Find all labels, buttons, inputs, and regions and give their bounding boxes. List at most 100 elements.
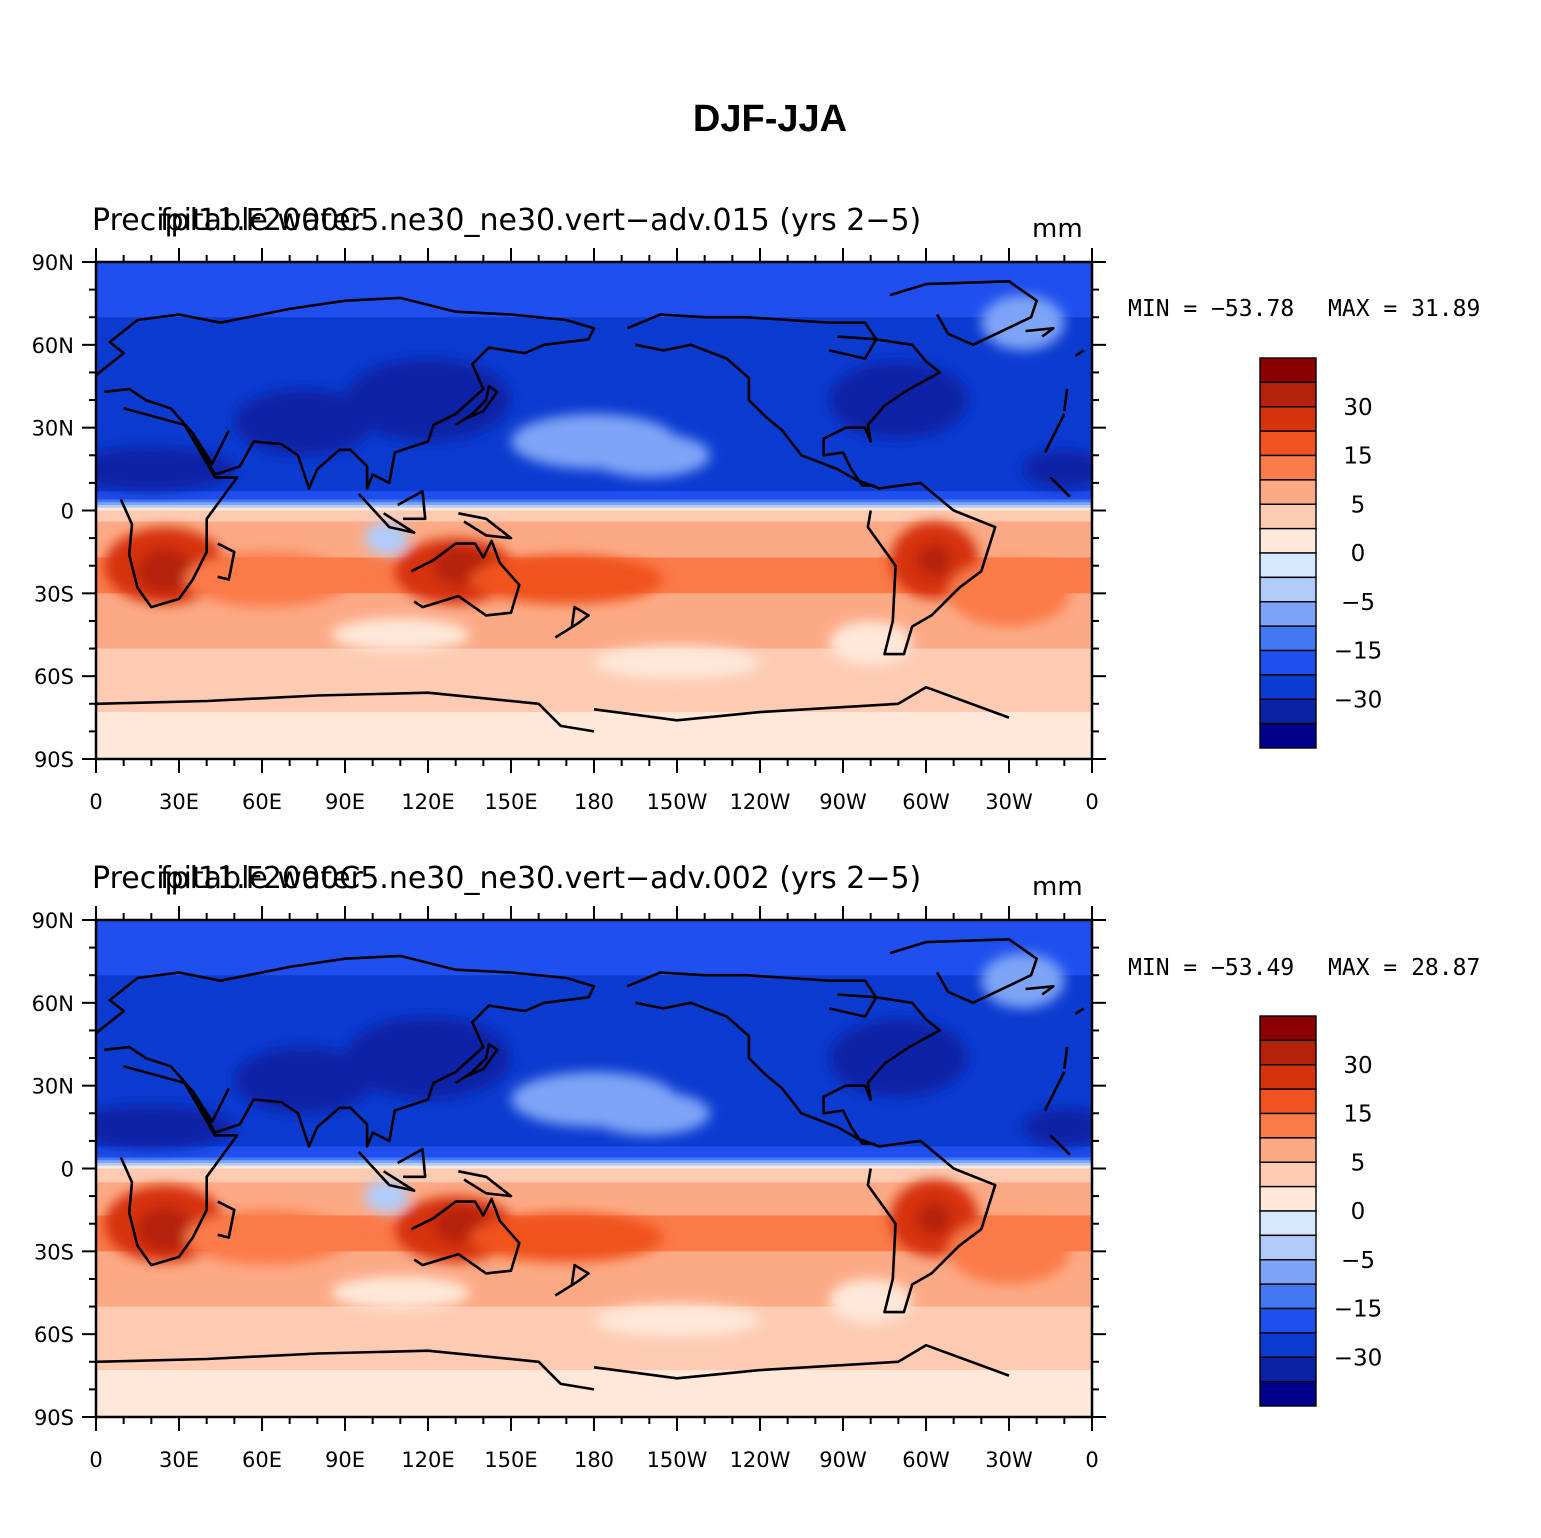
lon-tick-label: 180: [574, 790, 614, 814]
zonal-band: [96, 1013, 1092, 1018]
zonal-band: [96, 391, 1092, 396]
zonal-band: [96, 1149, 1092, 1153]
zonal-band: [96, 1267, 1092, 1272]
zonal-band: [96, 703, 1092, 708]
zonal-band: [96, 634, 1092, 639]
lon-tick-label: 30W: [985, 790, 1033, 814]
zonal-band: [96, 673, 1092, 677]
zonal-band: [96, 1383, 1092, 1388]
zonal-band: [96, 745, 1092, 749]
zonal-band: [96, 485, 1092, 490]
zonal-band: [96, 339, 1092, 343]
lon-tick-label: 0: [89, 790, 102, 814]
colorbar-swatch: [1259, 430, 1317, 457]
zonal-band: [96, 281, 1092, 285]
colorbar-label: −5: [1341, 590, 1375, 616]
lon-tick-label: 150W: [647, 1448, 708, 1472]
panel-2-coastlines: [96, 938, 1085, 1391]
lon-tick-label: 30E: [159, 1448, 199, 1472]
lon-tick-label: 120W: [730, 1448, 791, 1472]
anomaly-region: [364, 1179, 409, 1213]
lat-tick-label: 90S: [34, 748, 74, 772]
zonal-band: [96, 1303, 1092, 1308]
zonal-band: [96, 1265, 1092, 1269]
zonal-band: [96, 317, 1092, 321]
zonal-band: [96, 1295, 1092, 1299]
zonal-band: [96, 964, 1092, 968]
zonal-band: [96, 1323, 1092, 1327]
panel-2-min-stat: MIN = −53.49: [1128, 955, 1294, 981]
colorbar-swatch: [1259, 381, 1317, 408]
zonal-band: [96, 264, 1092, 269]
zonal-band: [96, 1301, 1092, 1305]
zonal-band: [96, 1160, 1092, 1164]
zonal-band: [96, 1325, 1092, 1330]
zonal-band: [96, 928, 1092, 932]
colorbar-swatch: [1259, 406, 1317, 432]
lon-tick-label: 0: [1085, 1448, 1098, 1472]
zonal-band: [96, 405, 1092, 409]
zonal-band: [96, 308, 1092, 313]
zonal-band: [96, 1129, 1092, 1134]
anomaly-region: [137, 1207, 193, 1252]
zonal-band: [96, 615, 1092, 619]
lat-tick-label: 30N: [32, 1075, 74, 1099]
anomaly-region: [331, 1276, 470, 1310]
anomaly-region: [829, 1278, 913, 1324]
zonal-band: [96, 659, 1092, 663]
zonal-band: [96, 1135, 1092, 1139]
coastline: [454, 1043, 499, 1084]
zonal-band: [96, 936, 1092, 940]
zonal-band: [96, 493, 1092, 498]
zonal-band: [96, 527, 1092, 531]
panel-1-units: mm: [1032, 214, 1083, 244]
lon-tick-label: 60E: [242, 1448, 282, 1472]
zonal-band: [96, 380, 1092, 385]
colorbar-swatch: [1259, 1234, 1317, 1261]
zonal-band: [96, 665, 1092, 669]
colorbar-swatch: [1259, 1015, 1317, 1042]
zonal-band: [96, 1370, 1092, 1374]
anomaly-region: [588, 433, 711, 478]
zonal-band: [96, 1314, 1092, 1319]
anomaly-region: [184, 1209, 351, 1266]
zonal-band: [96, 289, 1092, 293]
zonal-band: [96, 411, 1092, 415]
map-panel-2: Precipitable water fpl11.F2000C5.ne30_ne…: [32, 861, 1481, 1472]
zonal-band: [96, 950, 1092, 954]
colorbar-swatch: [1259, 1088, 1317, 1115]
zonal-band: [96, 1187, 1092, 1192]
lat-tick-label: 0: [61, 1158, 74, 1182]
zonal-band: [96, 482, 1092, 487]
zonal-band: [96, 1339, 1092, 1344]
coastline: [1025, 327, 1055, 338]
zonal-band: [96, 1312, 1092, 1316]
coastline: [191, 1087, 230, 1123]
zonal-band: [96, 1174, 1092, 1178]
zonal-band: [96, 286, 1092, 291]
colorbar-label: 0: [1351, 1199, 1366, 1225]
colorbar-swatch: [1259, 1259, 1317, 1285]
panel-1-min-stat: MIN = −53.78: [1128, 296, 1294, 322]
zonal-band: [96, 532, 1092, 536]
zonal-band: [96, 306, 1092, 310]
zonal-band: [96, 701, 1092, 705]
zonal-band: [96, 1041, 1092, 1045]
zonal-band: [96, 1140, 1092, 1145]
zonal-band: [96, 953, 1092, 957]
zonal-band: [96, 692, 1092, 697]
anomaly-region: [1022, 1107, 1092, 1147]
zonal-band: [96, 709, 1092, 713]
anomaly-region: [96, 447, 235, 492]
zonal-band: [96, 1035, 1092, 1040]
zonal-band: [96, 1262, 1092, 1266]
zonal-band: [96, 1049, 1092, 1054]
panel-2-variable-title: Precipitable water: [92, 861, 364, 896]
zonal-band: [96, 1281, 1092, 1286]
zonal-band: [96, 1030, 1092, 1034]
zonal-band: [96, 1038, 1092, 1043]
zonal-band: [96, 540, 1092, 545]
zonal-band: [96, 524, 1092, 528]
zonal-band: [96, 1151, 1092, 1156]
zonal-band: [96, 753, 1092, 757]
